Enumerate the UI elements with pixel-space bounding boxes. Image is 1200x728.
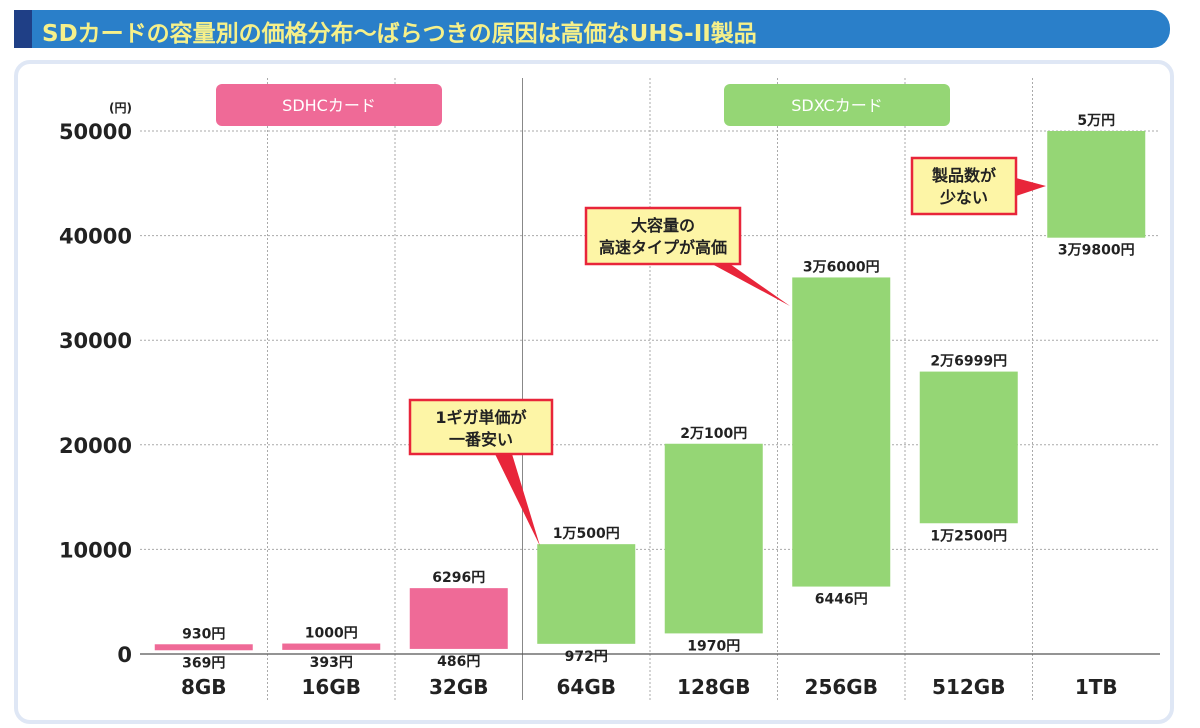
y-axis-label: (円) [109, 101, 132, 115]
max-price-label: 2万100円 [680, 426, 747, 442]
min-price-label: 6446円 [815, 592, 868, 608]
price-range-bar [537, 544, 636, 644]
x-tick-label: 128GB [677, 675, 750, 699]
title-accent [14, 10, 32, 48]
min-price-label: 972円 [565, 649, 608, 665]
callout-text: 少ない [939, 188, 988, 207]
callout-pointer [1016, 178, 1046, 196]
x-tick-label: 256GB [805, 675, 878, 699]
group-label: SDXCカード [791, 96, 882, 115]
callout-text: 一番安い [449, 430, 513, 449]
group-label: SDHCカード [282, 96, 376, 115]
min-price-label: 369円 [182, 655, 225, 671]
x-tick-label: 512GB [932, 675, 1005, 699]
max-price-label: 5万円 [1077, 113, 1115, 129]
max-price-label: 930円 [182, 626, 225, 642]
min-price-label: 3万9800円 [1058, 243, 1135, 259]
x-tick-label: 64GB [557, 675, 617, 699]
price-range-bar [664, 443, 763, 634]
price-range-bar [409, 588, 508, 649]
callout-text: 高速タイプが高価 [599, 238, 727, 257]
callout-pointer [495, 454, 540, 546]
group-label-box [216, 84, 442, 126]
x-tick-label: 32GB [429, 675, 489, 699]
x-tick-label: 8GB [181, 675, 227, 699]
price-range-bar [154, 644, 253, 651]
callout-box [910, 156, 1018, 216]
callout-text: 大容量の [631, 216, 695, 235]
y-tick-label: 30000 [59, 329, 132, 353]
group-label-box [724, 84, 950, 126]
callout-pointer [712, 264, 790, 306]
y-tick-label: 10000 [59, 538, 132, 562]
y-tick-label: 40000 [59, 225, 132, 249]
min-price-label: 486円 [437, 654, 480, 670]
max-price-label: 3万6000円 [803, 259, 880, 275]
price-range-bar [919, 371, 1018, 524]
y-tick-label: 20000 [59, 434, 132, 458]
title-bar: SDカードの容量別の価格分布～ばらつきの原因は高価なUHS-II製品 [14, 10, 1170, 48]
min-price-label: 393円 [310, 655, 353, 671]
y-tick-label: 0 [117, 643, 132, 667]
callout-text: 1ギガ単価が [435, 408, 526, 427]
callout-text: 製品数が [931, 166, 996, 185]
max-price-label: 6296円 [432, 570, 485, 586]
price-range-bar [792, 277, 891, 587]
max-price-label: 1000円 [305, 626, 358, 642]
x-tick-label: 16GB [302, 675, 362, 699]
max-price-label: 1万500円 [553, 526, 620, 542]
price-range-bar [282, 643, 381, 650]
min-price-label: 1970円 [687, 638, 740, 654]
y-tick-label: 50000 [59, 120, 132, 144]
max-price-label: 2万6999円 [930, 354, 1007, 370]
chart-title: SDカードの容量別の価格分布～ばらつきの原因は高価なUHS-II製品 [42, 21, 757, 47]
callout-box [408, 398, 554, 456]
callout-box [584, 206, 742, 266]
min-price-label: 1万2500円 [930, 528, 1007, 544]
price-range-bar [1047, 131, 1146, 238]
x-tick-label: 1TB [1075, 675, 1118, 699]
